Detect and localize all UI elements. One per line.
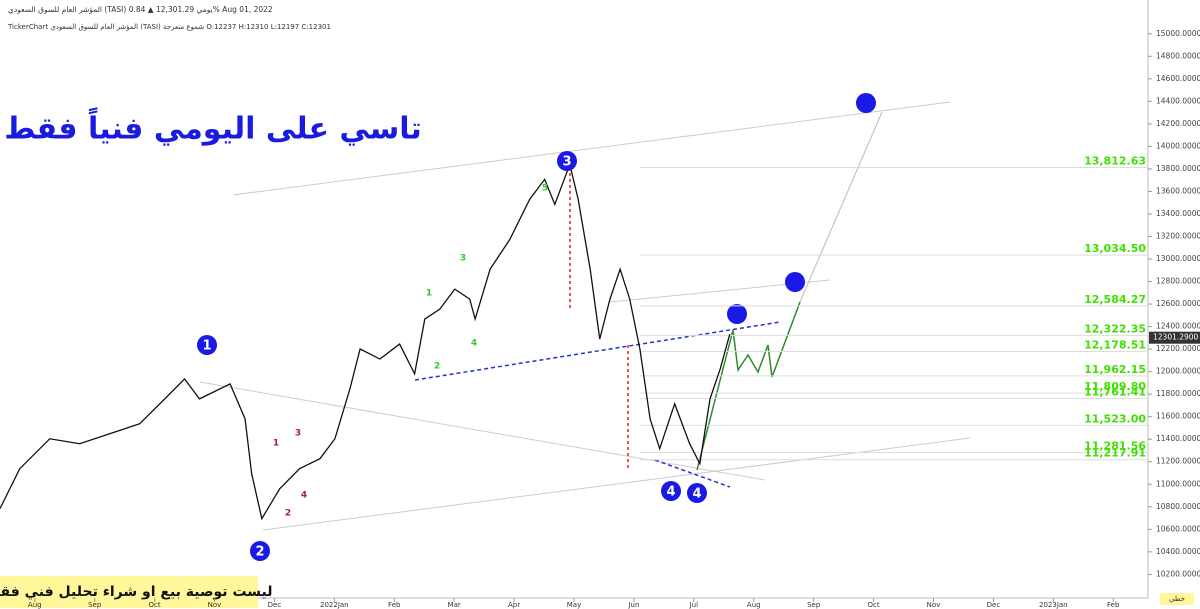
y-tick-label: 11800.0000 — [1156, 389, 1200, 398]
level-label: 11,281.56 — [1084, 440, 1146, 453]
level-label: 12,322.35 — [1084, 322, 1146, 335]
wave-marker — [250, 541, 270, 561]
projection-markers — [727, 93, 876, 324]
y-tick-label: 10200.0000 — [1156, 569, 1200, 578]
level-label: 11,809.80 — [1084, 380, 1146, 393]
wave-label: 1 — [426, 289, 432, 299]
plot: 15000.0000 14800.0000 14600.0000 14400.0000… — [0, 29, 1200, 609]
wave-label: 4 — [692, 487, 701, 502]
y-tick-label: 11200.0000 — [1156, 457, 1200, 466]
y-tick-label: 13800.0000 — [1156, 164, 1200, 173]
y-tick-label: 13400.0000 — [1156, 209, 1200, 218]
x-tick-label: Nov — [927, 601, 941, 609]
level-label: 11,523.00 — [1084, 412, 1146, 425]
y-tick-label: 14800.0000 — [1156, 51, 1200, 60]
wave-label: 3 — [295, 429, 301, 439]
wave-label: 1 — [202, 339, 211, 354]
level-label: 13,034.50 — [1084, 242, 1146, 255]
wave-label: 3 — [460, 254, 466, 264]
wave-marker — [687, 483, 707, 503]
x-tick-label: 2022Jan — [320, 601, 349, 609]
wave-label: 3 — [562, 155, 571, 170]
y-tick-label: 12000.0000 — [1156, 367, 1200, 376]
x-tick-label: Sep — [807, 601, 821, 609]
y-tick-label: 14600.0000 — [1156, 74, 1200, 83]
wave-marker — [661, 481, 681, 501]
wave-label: 1 — [273, 439, 279, 449]
price-line — [0, 162, 731, 521]
x-tick-label: Oct — [868, 601, 880, 609]
y-tick-label: 11000.0000 — [1156, 479, 1200, 488]
footer-box — [0, 576, 258, 608]
y-tick-label: 12600.0000 — [1156, 299, 1200, 308]
x-tick-label: Oct — [149, 601, 161, 609]
mode-box — [1160, 593, 1194, 605]
y-tick-label: 10400.0000 — [1156, 547, 1200, 556]
y-tick-label: 13600.0000 — [1156, 186, 1200, 195]
wave-label: 2 — [285, 509, 291, 519]
price-tag — [1149, 331, 1200, 344]
wave-label: 4 — [301, 491, 307, 501]
wave-marker — [197, 335, 217, 355]
mode-label: خطي — [1169, 595, 1185, 603]
level-label: 11,761.41 — [1084, 386, 1146, 399]
level-label: 11,962.15 — [1084, 363, 1146, 376]
header-line: المؤشر العام للسوق السعودي (TASI) يومي 1… — [8, 5, 273, 14]
x-tick-label: 2023Jan — [1039, 601, 1068, 609]
header-line: TickerChart المؤشر العام للسوق السعودي (… — [7, 23, 331, 31]
x-tick-label: Jun — [627, 601, 639, 609]
x-tick-label: Nov — [208, 601, 222, 609]
level-label: 12,178.51 — [1084, 339, 1146, 352]
wave-label: 2 — [255, 545, 264, 560]
y-tick-label: 12200.0000 — [1156, 344, 1200, 353]
y-tick-label: 12800.0000 — [1156, 277, 1200, 286]
drawings — [199, 101, 971, 531]
x-tick-label: Aug — [28, 601, 42, 609]
y-tick-label: 12400.0000 — [1156, 322, 1200, 331]
level-label: 13,812.63 — [1084, 155, 1146, 168]
wave-marker — [557, 151, 577, 171]
wave-label: 2 — [434, 362, 440, 372]
x-tick-label: Feb — [388, 601, 401, 609]
wave-label: 4 — [666, 485, 675, 500]
footer-note: ليست توصية بيع او شراء تحليل فني فقط — [0, 584, 272, 600]
wave-label: 5 — [542, 184, 548, 194]
x-tick-label: Jul — [689, 601, 699, 609]
level-label: 12,584.27 — [1084, 293, 1146, 306]
y-tick-label: 14400.0000 — [1156, 96, 1200, 105]
y-tick-label: 10600.0000 — [1156, 524, 1200, 533]
y-tick-label: 14000.0000 — [1156, 141, 1200, 150]
chart-title: تاسي على اليومي فنياً فقط — [4, 107, 422, 147]
x-tick-label: Dec — [268, 601, 282, 609]
y-tick-label: 10800.0000 — [1156, 502, 1200, 511]
x-tick-label: Apr — [508, 601, 520, 609]
y-tick-label: 11400.0000 — [1156, 434, 1200, 443]
x-tick-label: Aug — [747, 601, 761, 609]
y-tick-label: 14200.0000 — [1156, 119, 1200, 128]
price-tag-label: 12301.2900 — [1153, 333, 1199, 342]
x-tick-label: Feb — [1107, 601, 1120, 609]
y-tick-label: 13200.0000 — [1156, 231, 1200, 240]
x-tick-label: May — [567, 601, 581, 609]
x-tick-label: Mar — [448, 601, 461, 609]
y-tick-label: 11600.0000 — [1156, 412, 1200, 421]
level-label: 11,217.91 — [1084, 447, 1146, 460]
x-tick-label: Dec — [987, 601, 1001, 609]
y-tick-label: 13000.0000 — [1156, 254, 1200, 263]
wave-label: 4 — [471, 339, 477, 349]
x-tick-label: Sep — [88, 601, 102, 609]
y-tick-label: 15000.0000 — [1156, 29, 1200, 38]
